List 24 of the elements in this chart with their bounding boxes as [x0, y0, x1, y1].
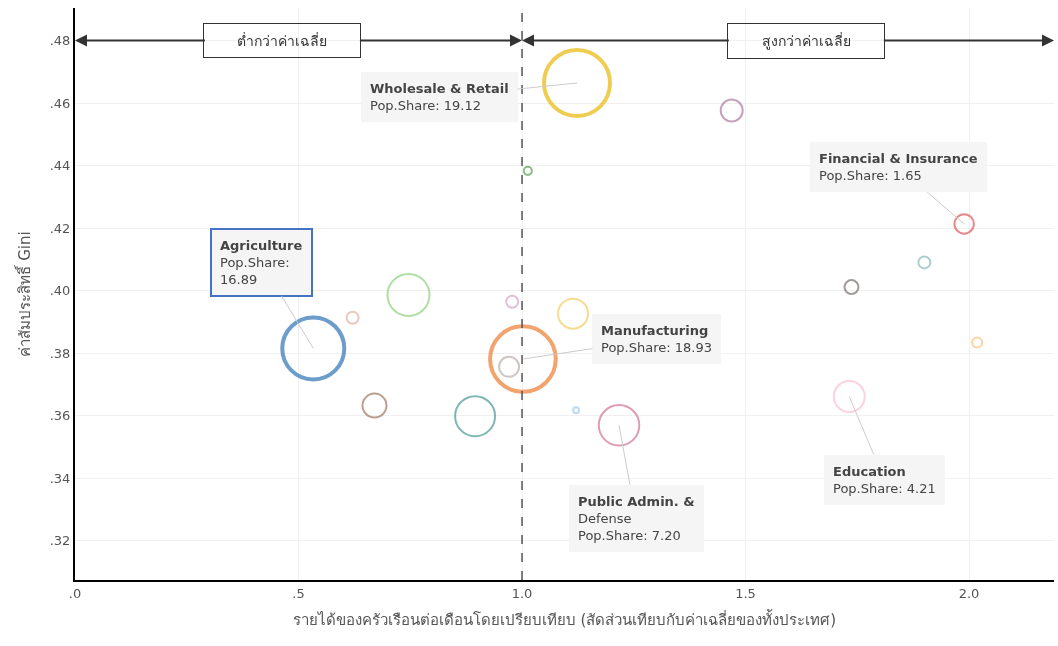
annotation: Education Pop.Share: 4.21 [833, 464, 936, 496]
y-tick-label: .32 [49, 533, 71, 549]
y-axis-title: ค่าสัมประสิทธิ์ Gini [14, 231, 35, 357]
y-tick-label: .36 [49, 408, 71, 424]
x-tick-label: 1.5 [735, 585, 756, 601]
x-tick-label: 1.0 [511, 585, 533, 601]
annotation: Financial & Insurance Pop.Share: 1.65 [819, 151, 978, 183]
x-tick-label: .0 [68, 585, 82, 601]
annotation: สูงกว่าค่าเฉลี่ย [761, 32, 851, 50]
y-tick-label: .46 [49, 95, 71, 111]
y-tick-label: .44 [49, 158, 71, 174]
annotation: Agriculture Pop.Share: 16.89 [220, 238, 303, 287]
y-tick-label: .40 [49, 283, 71, 299]
x-tick-label: 2.0 [958, 585, 980, 601]
x-axis-title: รายได้ของครัวเรือนต่อเดือนโดยเปรียบเทียบ (สัดส่วนเทียบกับค่าเฉลี่ยของทั้งประเทศ) [292, 609, 837, 630]
annotation: Public Admin. & Defense Pop.Share: 7.20 [578, 494, 695, 543]
annotation: Wholesale & Retail Pop.Share: 19.12 [370, 81, 509, 113]
annotation: ต่ำกว่าค่าเฉลี่ย [237, 32, 327, 49]
y-tick-label: .42 [49, 220, 71, 236]
y-tick-label: .34 [49, 470, 71, 486]
y-tick-label: .48 [49, 33, 71, 49]
x-tick-label: .5 [292, 585, 305, 601]
annotation: Manufacturing Pop.Share: 18.93 [601, 323, 712, 355]
y-tick-label: .38 [49, 345, 71, 361]
